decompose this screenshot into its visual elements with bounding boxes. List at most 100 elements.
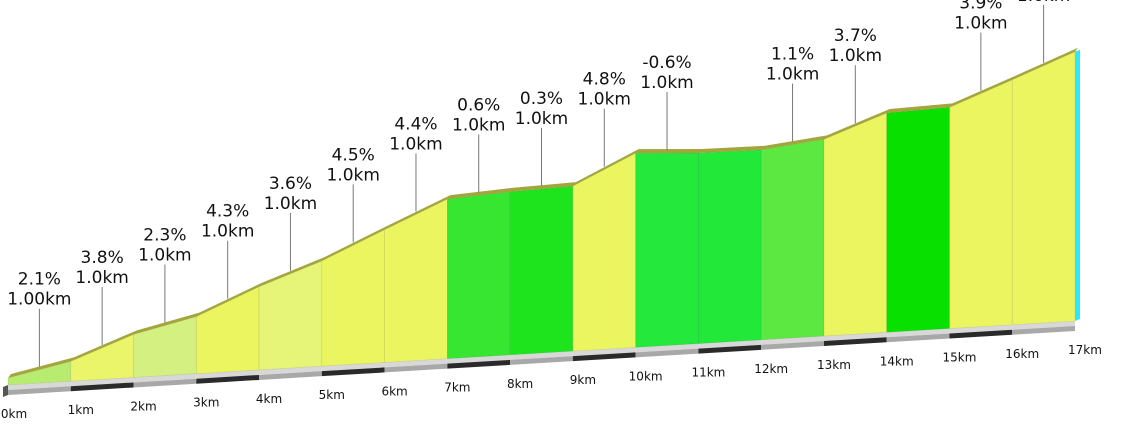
base-strip-front — [133, 378, 197, 388]
segment-grade-label: 4.4% — [394, 114, 437, 134]
base-strip-front — [259, 371, 322, 380]
base-strip-top — [447, 354, 511, 364]
base-strip-top — [823, 332, 887, 342]
base-strip-top — [70, 377, 134, 387]
km-tick-label: 7km — [444, 381, 470, 395]
km-tick-label: 17km — [1068, 343, 1102, 357]
segment-length-label: 1.0km — [954, 14, 1007, 34]
segment-length-label: 1.0km — [138, 246, 191, 266]
km-tick-label: 13km — [817, 358, 851, 372]
km-tick-label: 0km — [1, 407, 27, 421]
base-strip-top — [259, 366, 322, 375]
profile-segment — [760, 138, 825, 341]
base-strip-front — [635, 348, 699, 358]
base-strip-top — [698, 339, 762, 349]
base-strip-front — [823, 337, 887, 347]
base-strip-top — [321, 362, 385, 372]
base-strip-front — [572, 352, 636, 362]
segment-length-label: 1.0km — [201, 222, 254, 242]
km-labels-layer: 0km 1km 2km 3km 4km 5km 6km 7km 8km 9km 10km 11km 12… — [1, 343, 1102, 421]
km-tick-label: 5km — [319, 388, 345, 402]
segment-length-label: 1.0km — [766, 65, 819, 85]
base-strip-top — [8, 381, 71, 390]
base-strip-front — [510, 356, 573, 365]
segment-grade-label: 2.1% — [18, 270, 61, 290]
profile-segment — [321, 229, 385, 367]
km-tick-label: 8km — [507, 377, 533, 391]
km-tick-label: 16km — [1005, 347, 1039, 361]
segment-grade-label: 0.6% — [457, 95, 500, 115]
segment-grade-label: 3.9% — [959, 0, 1002, 14]
segment-length-label: 1.0km — [264, 194, 317, 214]
base-strip-front — [8, 386, 71, 395]
finish-face — [1075, 49, 1080, 321]
profile-segment — [258, 260, 323, 371]
segment-grade-label: 0.3% — [520, 89, 563, 109]
km-tick-label: 4km — [256, 392, 282, 406]
profile-segment — [949, 79, 1013, 329]
segment-length-label: 1.0km — [640, 73, 693, 93]
km-tick-label: 2km — [130, 399, 156, 413]
base-strip-top — [384, 358, 448, 368]
segment-grade-label: -0.6% — [642, 53, 691, 73]
segments-layer — [7, 49, 1080, 386]
segment-grade-label: 1.1% — [771, 45, 814, 65]
segment-length-label: 1.0km — [829, 46, 882, 66]
segment-length-label: 1.0km — [452, 115, 505, 135]
base-strip-top — [886, 328, 950, 338]
segment-length-label: 1.0km — [389, 134, 442, 154]
km-tick-label: 6km — [381, 384, 407, 398]
segment-grade-label: 3.7% — [834, 26, 877, 46]
profile-segment — [509, 185, 574, 356]
base-strip-front — [949, 329, 1013, 339]
leader-lines-layer — [38, 4, 1045, 367]
segment-length-label: 1.0km — [578, 90, 631, 110]
base-strip-front — [761, 341, 824, 350]
profile-segment — [823, 112, 888, 337]
segment-grade-label: 2.3% — [143, 226, 186, 246]
km-tick-label: 14km — [880, 354, 914, 368]
km-tick-label: 3km — [193, 396, 219, 410]
base-strip-front — [698, 344, 762, 354]
base-strip-front — [384, 363, 448, 373]
base-strip-top — [133, 373, 197, 383]
base-strip-top — [949, 324, 1013, 334]
base-strip-front — [447, 359, 511, 369]
segment-grade-label: 4.8% — [583, 70, 626, 90]
segment-grade-label: 3.6% — [269, 174, 312, 194]
base-strip-front — [70, 382, 134, 392]
segment-grade-label: 3.8% — [81, 248, 124, 268]
base-strip-front — [321, 367, 385, 377]
profile-segment — [635, 152, 699, 348]
segment-length-label: 1.0km — [515, 109, 568, 129]
profile-segment — [698, 149, 762, 344]
km-tick-label: 12km — [754, 362, 788, 376]
base-strip-top — [635, 343, 699, 353]
km-tick-label: 10km — [629, 369, 663, 383]
profile-segment — [572, 152, 636, 352]
segment-grade-label: 4.5% — [332, 145, 375, 165]
profile-segment — [133, 316, 197, 378]
km-tick-label: 15km — [943, 351, 977, 365]
km-tick-label: 11km — [691, 366, 725, 380]
profile-segment — [447, 191, 511, 359]
base-strip-cap — [3, 385, 8, 397]
base-strip-top — [196, 369, 260, 379]
segment-length-label: 1.00km — [7, 290, 71, 310]
segment-length-label: 1.0km — [75, 268, 128, 288]
base-strip-top — [1012, 321, 1075, 330]
base-strip-top — [572, 347, 636, 357]
profile-segment — [1011, 51, 1076, 326]
segment-labels-layer: 2.1%1.00km3.8%1.0km2.3%1.0km4.3%1.0km3.6… — [7, 0, 1070, 310]
base-strip-top — [510, 351, 573, 360]
km-tick-label: 9km — [570, 373, 596, 387]
base-strip-front — [1012, 326, 1075, 335]
base-strip-front — [886, 333, 950, 343]
base-strip-top — [761, 336, 824, 345]
profile-segment — [886, 107, 950, 333]
km-tick-label: 1km — [68, 403, 94, 417]
segment-length-label: 1.0km — [1017, 0, 1070, 6]
segment-length-label: 1.0km — [326, 165, 379, 185]
base-strip-front — [196, 374, 260, 384]
